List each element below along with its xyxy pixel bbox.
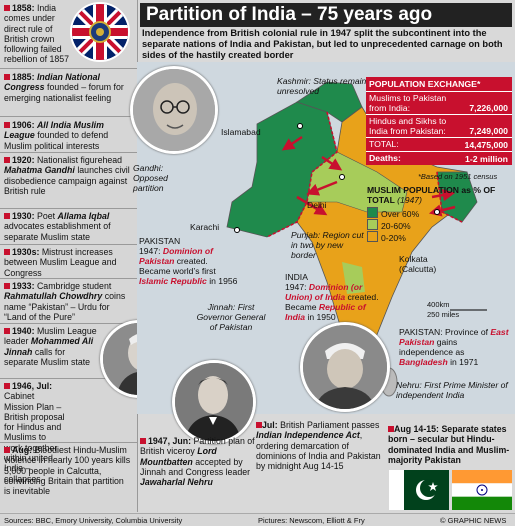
pakistan-label: PAKISTAN 1947: Dominion of Pakistan crea… [139, 236, 238, 286]
timeline-column: 1858: India comes under direct rule of B… [0, 0, 138, 512]
subtitle: Independence from British colonial rule … [142, 28, 503, 60]
british-crown-emblem-icon [70, 2, 130, 62]
timeline-1933: 1933: Cambridge student Rahmatullah Chow… [4, 281, 126, 322]
gandhi-portrait [130, 66, 218, 154]
legend-title: MUSLIM POPULATION as % OF TOTAL (1947) [367, 185, 496, 205]
pe-row-hindus-sikhs: Hindus and Sikhs to India from Pakistan:… [366, 114, 512, 137]
india-label: INDIA 1947: Dominion (or Union) of India… [285, 272, 379, 322]
legend: MUSLIM POPULATION as % OF TOTAL (1947) O… [367, 185, 512, 243]
delhi-label: Delhi [307, 200, 327, 210]
pe-row-total: TOTAL: 14,475,000 [366, 137, 512, 151]
event-1947-jun: 1947, Jun: Partition plan of British vic… [140, 436, 255, 488]
pe-row-deaths: Deaths: 1-2 million [366, 151, 512, 165]
footer: Sources: BBC, Emory University, Columbia… [0, 513, 515, 526]
event-1947-jul: Jul: British Parliament passes Indian In… [256, 420, 381, 472]
gandhi-caption: Gandhi: Opposed partition [133, 163, 168, 193]
nehru-portrait [300, 322, 390, 412]
timeline-1920: 1920: Nationalist figurehead Mahatma Gan… [4, 155, 130, 196]
timeline-1946-aug: Aug: Bloodiest Hindu-Muslim violence in … [4, 445, 131, 497]
punjab-label: Punjab: Region cut in two by new border [291, 230, 364, 260]
timeline-1930: 1930: Poet Allama Iqbal advocates establ… [4, 211, 111, 242]
karachi-label: Karachi [190, 222, 220, 232]
timeline-1946-jul: 1946, Jul: Cabinet Mission Plan – Britis… [4, 381, 65, 484]
page-title: Partition of India – 75 years ago [140, 3, 512, 27]
timeline-1885: 1885: Indian National Congress founded –… [4, 72, 124, 103]
timeline-1858: 1858: India comes under direct rule of B… [4, 3, 70, 65]
population-exchange-box: POPULATION EXCHANGE* Muslims to Pakistan… [366, 77, 512, 165]
legend-item-over60: Over 60% [367, 207, 512, 219]
timeline-1930s: 1930s: Mistrust increases between Muslim… [4, 247, 117, 278]
pakistan-flag-icon [389, 470, 449, 510]
picture-credits: Pictures: Newscom, Elliott & Fry [258, 516, 365, 525]
sources: Sources: BBC, Emory University, Columbia… [4, 516, 183, 525]
scale-label: 400km 250 miles [427, 300, 460, 319]
islamabad-label: Islamabad [221, 127, 261, 137]
mountbatten-portrait [172, 360, 256, 444]
legend-item-20-60: 20-60% [367, 219, 512, 231]
timeline-1906: 1906: All India Muslim League founded to… [4, 120, 109, 151]
jinnah-caption: Jinnah: First Governor General of Pakist… [196, 302, 266, 332]
population-exchange-heading: POPULATION EXCHANGE* [369, 79, 481, 89]
kashmir-label: Kashmir: Status remains unresolved [277, 76, 371, 96]
legend-item-0-20: 0-20% [367, 231, 512, 243]
pe-row-muslims: Muslims to Pakistan from India: 7,226,00… [366, 91, 512, 114]
event-1947-aug: Aug 14-15: Separate states born – secula… [388, 424, 510, 465]
timeline-1940: 1940: Muslim League leader Mohammed Ali … [4, 326, 97, 367]
nehru-caption: Nehru: First Prime Minister of independe… [396, 380, 508, 400]
census-note: *Based on 1951 census [418, 172, 498, 181]
kolkata-label: Kolkata (Calcutta) [399, 254, 437, 274]
east-pakistan-label: PAKISTAN: Province of East Pakistan gain… [399, 327, 509, 367]
india-flag-icon [452, 470, 512, 510]
copyright: © GRAPHIC NEWS [440, 516, 507, 525]
